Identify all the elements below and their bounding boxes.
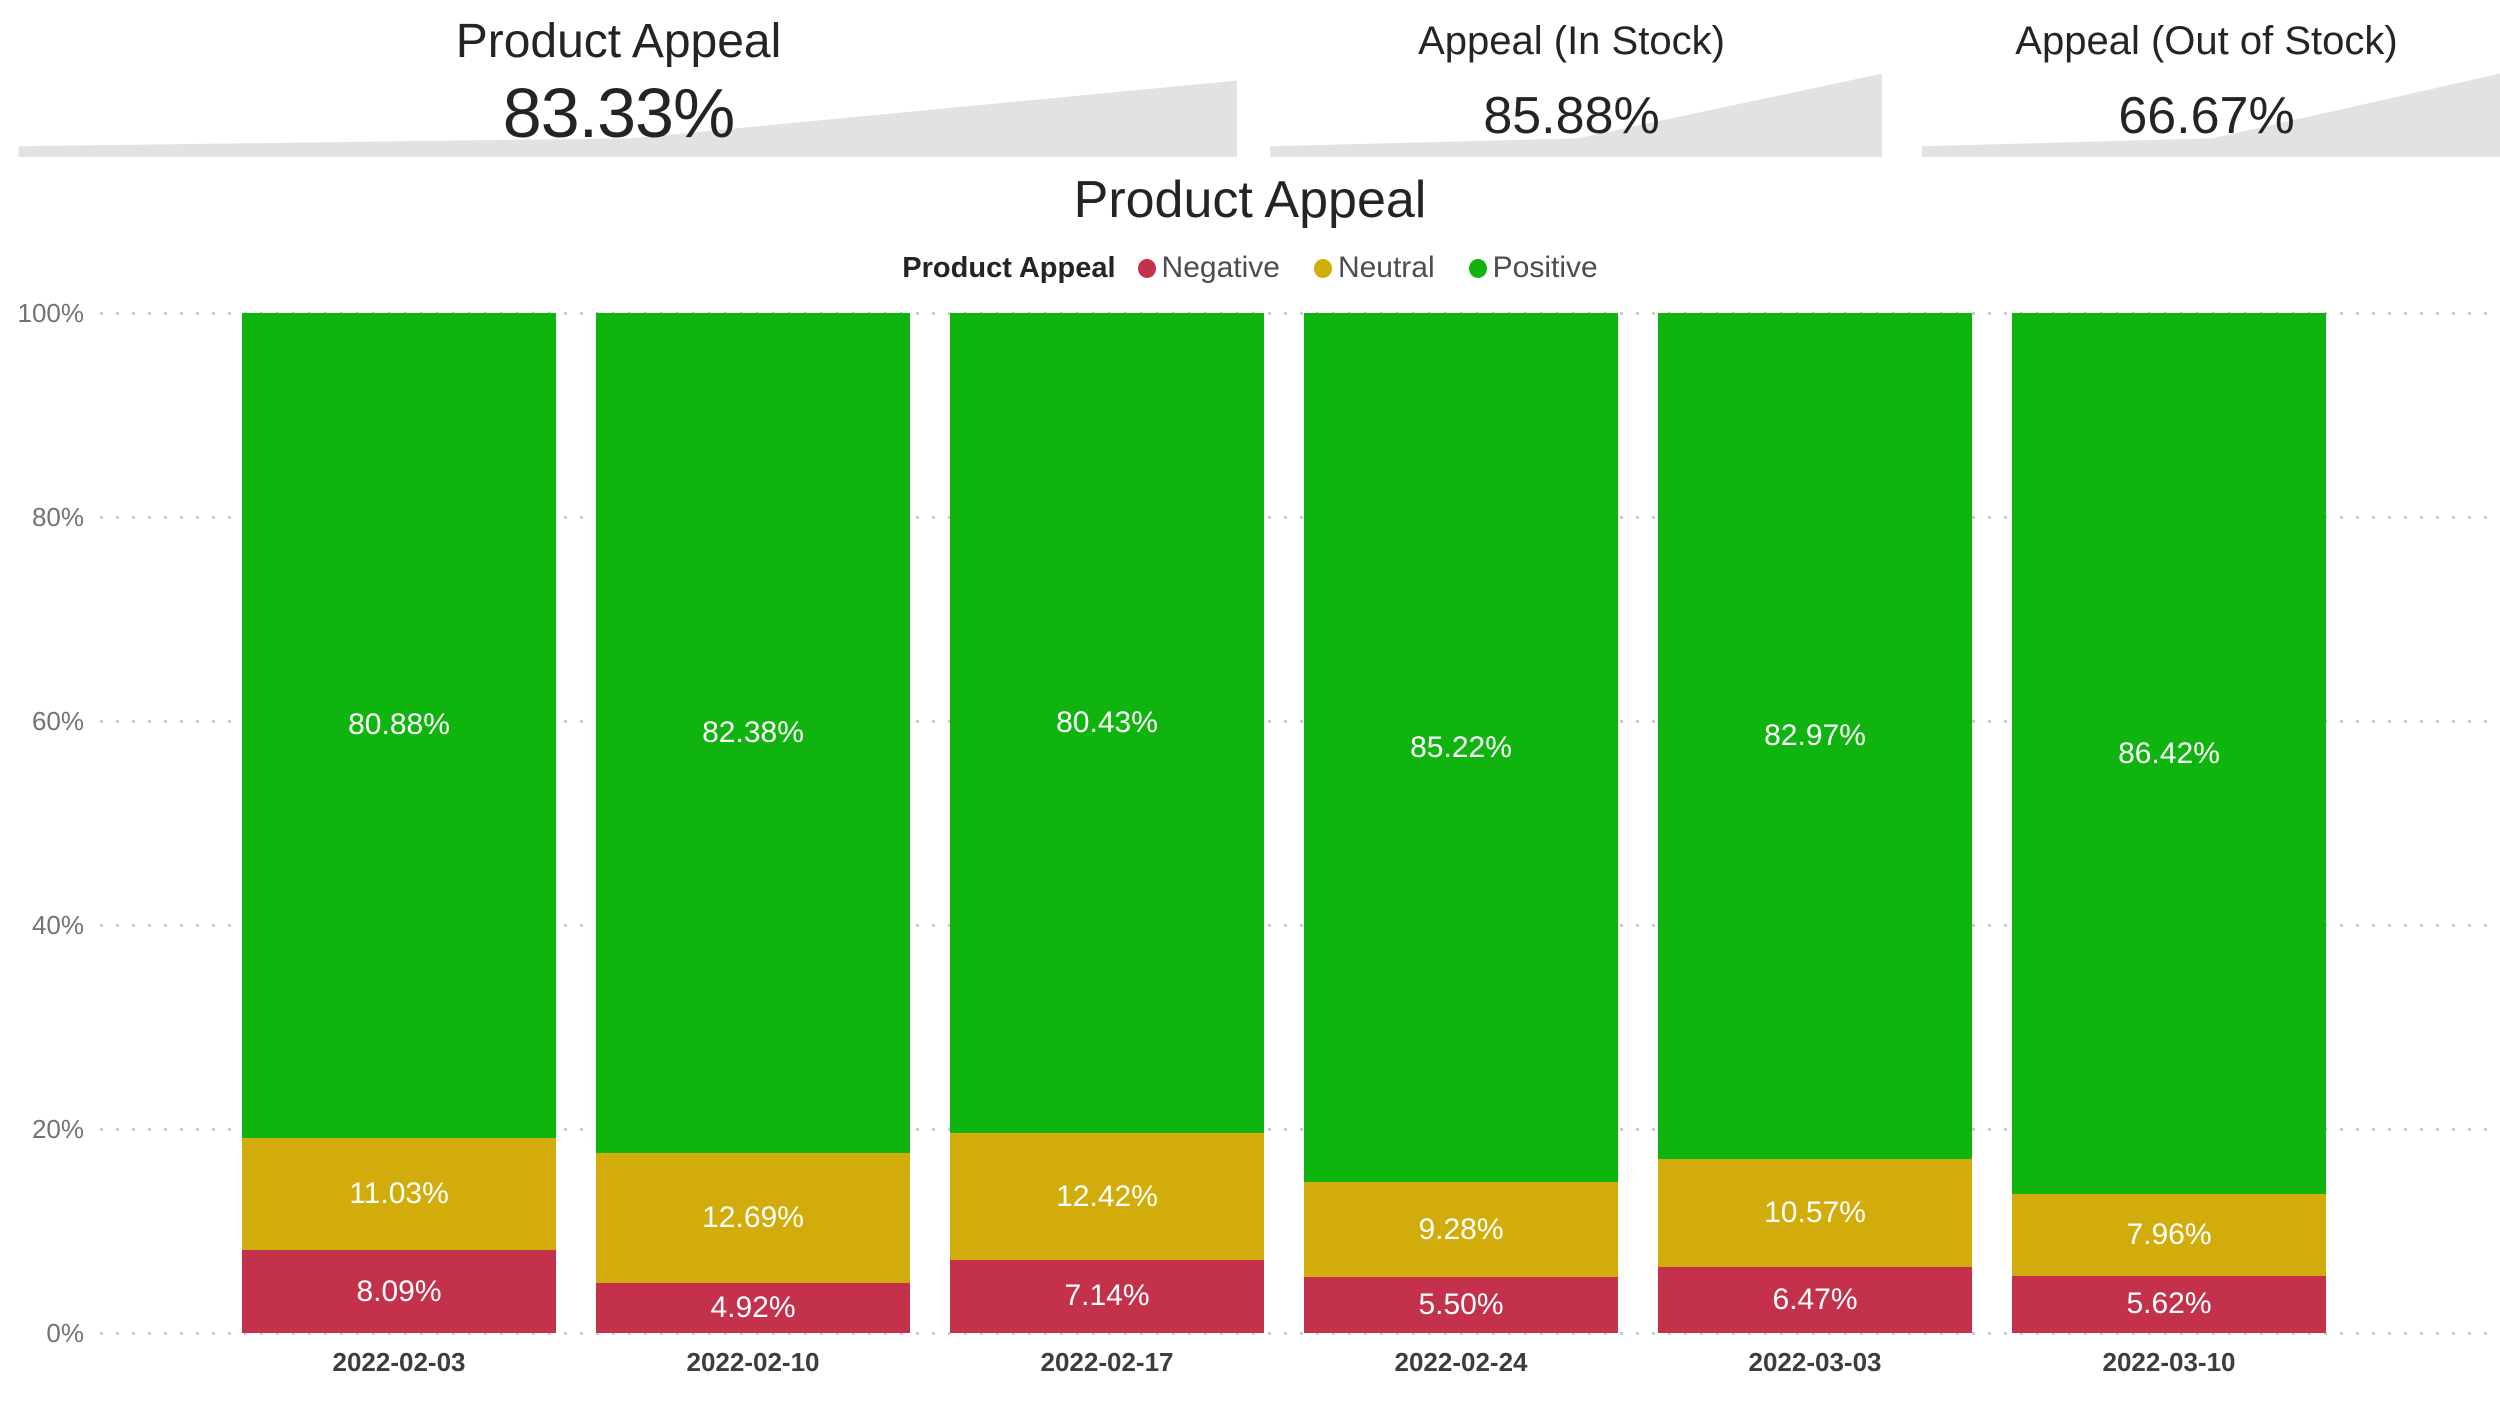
bar-segment-label: 80.43%: [1056, 706, 1158, 740]
gridline: [100, 312, 2500, 315]
bar-segment-label: 82.38%: [702, 716, 804, 750]
y-axis-tick-label: 100%: [17, 298, 85, 328]
bar-segment-negative[interactable]: 5.50%: [1304, 1276, 1618, 1333]
bar-segment-neutral[interactable]: 10.57%: [1658, 1159, 1972, 1268]
legend-dot-icon: [1137, 258, 1156, 278]
bar-segment-positive[interactable]: 80.43%: [950, 313, 1264, 1134]
stacked-bar-2022-03-10: 86.42% 7.96% 5.62%: [2012, 313, 2326, 1333]
gridline: [100, 1332, 2500, 1335]
bar-segment-positive[interactable]: 80.88%: [242, 313, 556, 1138]
legend-item-positive[interactable]: Positive: [1468, 251, 1598, 285]
bar-segment-label: 12.42%: [1056, 1179, 1158, 1213]
kpi-title: Product Appeal: [455, 15, 782, 68]
bar-segment-negative[interactable]: 4.92%: [596, 1282, 910, 1333]
legend-dot-icon: [1468, 258, 1487, 278]
legend-item-negative[interactable]: Negative: [1137, 251, 1280, 285]
y-axis-tick-label: 40%: [31, 910, 84, 940]
kpi-card-appeal-in-stock: Appeal (In Stock) 85.88%: [1261, 0, 1882, 157]
kpi-value: 83.33%: [502, 74, 735, 153]
bar-segment-label: 8.09%: [356, 1274, 442, 1308]
legend-item-label: Negative: [1161, 251, 1280, 284]
x-axis-label: 2022-03-10: [2102, 1347, 2236, 1377]
stacked-bar-2022-02-03: 80.88% 11.03% 8.09%: [242, 313, 556, 1333]
bar-segment-label: 86.42%: [2118, 736, 2220, 770]
gridline: [100, 516, 2500, 519]
kpi-card-appeal-out-of-stock: Appeal (Out of Stock) 66.67%: [1913, 0, 2500, 157]
plot-area: 100% 80% 60% 40% 20% 0% 80.88% 11.03% 8.09% 2022-…: [0, 300, 2500, 1406]
y-axis-tick-label: 80%: [31, 502, 84, 532]
bar-segment-label: 7.14%: [1064, 1279, 1150, 1313]
bar-segment-negative[interactable]: 8.09%: [242, 1250, 556, 1333]
bar-segment-label: 5.50%: [1418, 1287, 1504, 1321]
kpi-title: Appeal (In Stock): [1418, 19, 1725, 63]
y-axis-tick-label: 20%: [31, 1114, 84, 1144]
legend-title: Product Appeal: [902, 251, 1116, 284]
bar-segment-label: 10.57%: [1764, 1196, 1866, 1230]
kpi-title: Appeal (Out of Stock): [2015, 19, 2398, 63]
legend-items: Negative Neutral Positive: [1137, 251, 1598, 285]
bar-segment-label: 11.03%: [349, 1177, 449, 1211]
bar-segment-neutral[interactable]: 7.96%: [2012, 1194, 2326, 1276]
x-axis-label: 2022-02-17: [1040, 1347, 1174, 1377]
bar-segment-label: 6.47%: [1772, 1283, 1858, 1316]
bar-segment-positive[interactable]: 85.22%: [1304, 313, 1618, 1183]
product-appeal-chart: Product Appeal Product Appeal Negative Ne…: [0, 160, 2500, 1406]
bar-segment-label: 80.88%: [348, 708, 450, 742]
kpi-value: 85.88%: [1483, 87, 1660, 145]
bar-segment-label: 12.69%: [702, 1200, 804, 1234]
kpi-trend-wedge-icon: [18, 80, 1237, 157]
bar-segment-label: 85.22%: [1410, 730, 1512, 764]
bar-segment-negative[interactable]: 7.14%: [950, 1260, 1264, 1333]
bar-segment-positive[interactable]: 82.38%: [596, 313, 910, 1154]
kpi-trend-wedge-icon: [1921, 73, 2500, 157]
legend-dot-icon: [1313, 258, 1332, 278]
bar-segment-neutral[interactable]: 9.28%: [1304, 1182, 1618, 1277]
bar-segment-negative[interactable]: 5.62%: [2012, 1275, 2326, 1333]
stacked-bar-2022-02-17: 80.43% 12.42% 7.14%: [950, 313, 1264, 1333]
y-axis-tick-label: 60%: [31, 706, 84, 736]
legend: Product Appeal Negative Neutral Positive: [0, 248, 2500, 288]
chart-title: Product Appeal: [1073, 171, 1427, 229]
kpi-card-product-appeal: Product Appeal 83.33%: [0, 0, 1237, 157]
x-axis-label: 2022-02-24: [1394, 1347, 1528, 1377]
bar-segment-label: 9.28%: [1418, 1212, 1504, 1246]
kpi-trend-wedge-icon: [1270, 73, 1882, 157]
bar-segment-label: 7.96%: [2126, 1218, 2212, 1252]
legend-item-label: Positive: [1492, 251, 1598, 284]
gridline: [100, 924, 2500, 927]
gridline: [100, 1128, 2500, 1131]
bar-segment-label: 82.97%: [1764, 719, 1866, 753]
bar-segment-negative[interactable]: 6.47%: [1658, 1267, 1972, 1333]
x-axis-label: 2022-03-03: [1748, 1347, 1882, 1377]
legend-item-neutral[interactable]: Neutral: [1313, 251, 1435, 285]
stacked-bar-2022-02-24: 85.22% 9.28% 5.50%: [1304, 313, 1618, 1333]
x-axis-label: 2022-02-03: [332, 1347, 466, 1377]
bar-segment-positive[interactable]: 86.42%: [2012, 313, 2326, 1195]
bar-segment-neutral[interactable]: 11.03%: [242, 1137, 556, 1251]
bar-segment-label: 4.92%: [710, 1290, 796, 1324]
gridline: [100, 720, 2500, 723]
bar-segment-neutral[interactable]: 12.42%: [950, 1133, 1264, 1261]
x-axis-label: 2022-02-10: [686, 1347, 820, 1377]
stacked-bar-2022-03-03: 82.97% 10.57% 6.47%: [1658, 313, 1972, 1333]
bar-segment-neutral[interactable]: 12.69%: [596, 1153, 910, 1283]
bar-segment-positive[interactable]: 82.97%: [1658, 313, 1972, 1160]
legend-item-label: Neutral: [1337, 251, 1435, 284]
bar-segment-label: 5.62%: [2126, 1287, 2212, 1321]
stacked-bar-2022-02-10: 82.38% 12.69% 4.92%: [596, 313, 910, 1333]
kpi-value: 66.67%: [2118, 87, 2295, 145]
y-axis-tick-label: 0%: [46, 1318, 84, 1348]
